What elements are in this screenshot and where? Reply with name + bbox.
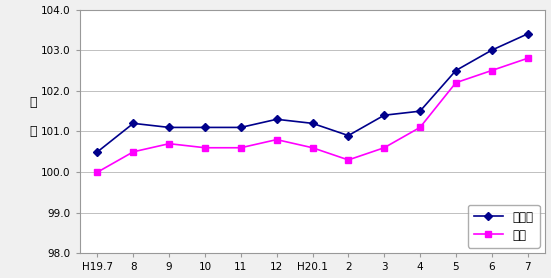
三重県 xyxy=(166,126,172,129)
Text: 数: 数 xyxy=(29,125,37,138)
三重県 xyxy=(237,126,244,129)
津市 xyxy=(309,146,316,149)
三重県 xyxy=(417,110,423,113)
三重県 xyxy=(345,134,352,137)
三重県 xyxy=(273,118,280,121)
津市 xyxy=(94,170,101,174)
津市 xyxy=(237,146,244,149)
三重県 xyxy=(452,69,459,72)
Legend: 三重県, 津市: 三重県, 津市 xyxy=(468,205,539,247)
津市 xyxy=(381,146,387,149)
三重県 xyxy=(309,122,316,125)
津市 xyxy=(202,146,208,149)
津市 xyxy=(524,57,531,60)
三重県 xyxy=(524,32,531,36)
三重県 xyxy=(202,126,208,129)
津市 xyxy=(166,142,172,145)
津市 xyxy=(130,150,137,153)
三重県 xyxy=(488,49,495,52)
Line: 三重県: 三重県 xyxy=(95,31,530,155)
三重県 xyxy=(381,113,387,117)
津市 xyxy=(345,158,352,162)
Text: 指: 指 xyxy=(29,96,37,109)
津市 xyxy=(452,81,459,85)
三重県 xyxy=(130,122,137,125)
三重県 xyxy=(94,150,101,153)
津市 xyxy=(488,69,495,72)
津市 xyxy=(273,138,280,141)
津市 xyxy=(417,126,423,129)
Line: 津市: 津市 xyxy=(95,56,530,175)
